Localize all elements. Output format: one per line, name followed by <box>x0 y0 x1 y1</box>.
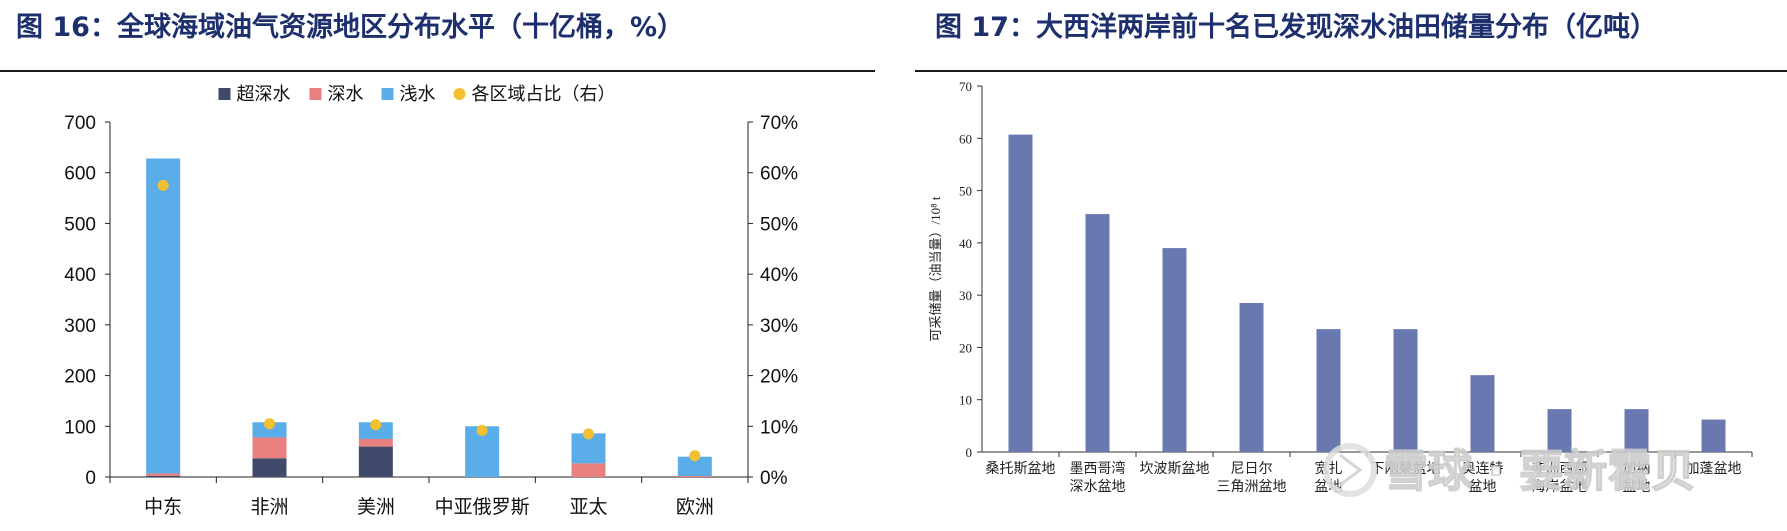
chart-17-bar <box>1085 214 1110 452</box>
chart-16-left-tick-label: 100 <box>64 417 96 438</box>
chart-16-axes: 0 100 200 300 400 500 600 700 0% 10% 20% 30% 40% 50% 6… <box>64 113 798 518</box>
chart-17-bar <box>1316 329 1341 452</box>
chart-17-y-tick-label: 50 <box>959 184 972 199</box>
chart-17-bar <box>1239 302 1264 452</box>
chart-17-axes: 0 10 20 30 40 50 60 70 可采储量（油当量）/10⁸ t 桑托斯盆地 墨西哥湾深… <box>928 79 1753 495</box>
chart-16-bars <box>146 158 712 477</box>
chart-17-y-tick-label: 0 <box>966 445 973 460</box>
chart-17-category-label: 加蓬盆地 <box>1686 461 1742 477</box>
chart-16-bar-segment-1 <box>252 458 287 477</box>
chart-17-y-tick-label: 60 <box>959 131 972 146</box>
chart-16-legend-swatch <box>309 88 322 100</box>
chart-17-bar <box>1547 409 1572 452</box>
chart-17-category-label: 下刚果盆地 <box>1371 461 1441 477</box>
chart-16-right-tick-label: 20% <box>760 367 798 388</box>
chart-17-category-label: 海岸盆地 <box>1532 479 1588 495</box>
chart-17-category-label: 盆地 <box>1469 479 1497 495</box>
chart-17-y-tick-label: 30 <box>959 288 972 303</box>
chart-17-y-tick-label: 40 <box>959 236 972 251</box>
chart-17-category-label: 坎波斯盆地 <box>1140 461 1210 477</box>
chart-16-legend-label: 深水 <box>328 84 364 104</box>
watermark-logo-icon <box>1323 443 1377 497</box>
chart-16-left-tick-label: 500 <box>64 214 96 235</box>
chart-16-bar-segment-1 <box>146 475 181 477</box>
chart-16-left-tick-label: 700 <box>64 113 96 134</box>
chart-17-bar <box>1701 419 1726 452</box>
chart-17-category-label: 三角洲盆地 <box>1217 479 1287 495</box>
chart-16-legend-swatch <box>381 88 394 100</box>
chart-16-left-tick-label: 200 <box>64 367 96 388</box>
chart-17-category-label: 墨西哥湾 <box>1070 460 1126 477</box>
chart-16-share-point <box>689 450 701 462</box>
chart-17-bars <box>1008 134 1726 452</box>
figure-16-rule <box>0 70 875 72</box>
chart-16-right-tick-label: 50% <box>760 214 798 235</box>
chart-16-share-point <box>157 179 169 191</box>
figure-17-title: 图 17：大西洋两岸前十名已发现深水油田储量分布（亿吨） <box>935 12 1657 43</box>
chart-16-category-label: 欧洲 <box>676 496 714 518</box>
chart-16-right-tick-label: 30% <box>760 316 798 337</box>
chart-16-right-tick-label: 10% <box>760 417 798 438</box>
chart-16-bar-segment-3 <box>677 456 712 476</box>
figure-17-rule <box>915 70 1787 72</box>
chart-17-category-label: 非洲西部 <box>1532 461 1588 477</box>
chart-17-category-label: 桑托斯盆地 <box>986 461 1056 477</box>
chart-16-right-tick-label: 40% <box>760 265 798 286</box>
chart-16-bar-segment-2 <box>571 463 606 477</box>
chart-16-left-tick-label: 300 <box>64 316 96 337</box>
chart-16-category-label: 美洲 <box>357 496 395 518</box>
chart-16-left-tick-label: 600 <box>64 164 96 185</box>
chart-16-legend-label: 超深水 <box>237 84 291 104</box>
watermark-text: 雪球 · 要新霍贝 <box>1384 446 1695 497</box>
chart-17-bar <box>1393 329 1418 452</box>
chart-16-bar-segment-2 <box>358 438 393 447</box>
chart-16-category-label: 中东 <box>144 496 182 518</box>
chart-16-legend-label: 浅水 <box>400 84 436 104</box>
chart-16-share-points <box>157 179 701 462</box>
chart-17-y-tick-label: 10 <box>959 393 972 408</box>
chart-16-category-label: 非洲 <box>250 496 288 518</box>
chart-16-right-tick-label: 70% <box>760 113 798 134</box>
chart-17-category-label: 加纳 <box>1623 461 1651 477</box>
chart-16-bar-segment-3 <box>358 422 393 439</box>
chart-16-share-point <box>370 419 382 431</box>
chart-17-category-label: 尼日尔 <box>1231 461 1273 477</box>
chart-16-legend-marker <box>453 88 466 100</box>
chart-16-left-tick-label: 400 <box>64 265 96 286</box>
chart-17-y-tick-label: 20 <box>959 340 972 355</box>
chart-17-bar <box>1162 248 1187 452</box>
chart-16-bar-segment-1 <box>358 446 393 477</box>
chart-16-legend-label: 各区域占比（右） <box>472 84 616 104</box>
chart-17-bar <box>1470 375 1495 452</box>
chart-17-bar <box>1008 134 1033 452</box>
chart-16-legend: 超深水 深水 浅水 各区域占比（右） <box>218 84 616 104</box>
chart-16-share-point <box>476 424 488 436</box>
chart-17-category-label: 深水盆地 <box>1070 479 1126 495</box>
chart-16-category-label: 中亚俄罗斯 <box>435 496 530 518</box>
chart-17-category-label: 奥连特 <box>1462 460 1504 477</box>
chart-16-right-tick-label: 0% <box>760 468 788 489</box>
chart-16-category-label: 亚太 <box>569 496 607 518</box>
chart-16-bar-segment-2 <box>252 437 287 459</box>
chart-16-bar-segment-2 <box>677 475 712 477</box>
chart-16-bar-segment-3 <box>146 158 181 474</box>
chart-16-legend-swatch <box>218 88 231 100</box>
chart-16-bar-segment-2 <box>146 473 181 476</box>
figure-16-title: 图 16：全球海域油气资源地区分布水平（十亿桶，%） <box>16 12 685 43</box>
chart-16-left-tick-label: 0 <box>85 468 96 489</box>
chart-17-y-tick-label: 70 <box>959 79 972 94</box>
chart-16-share-point <box>583 428 594 440</box>
chart-16-bar-segment-3 <box>252 422 287 438</box>
chart-16-right-tick-label: 60% <box>760 164 798 185</box>
chart-17-y-axis-label: 可采储量（油当量）/10⁸ t <box>928 196 943 341</box>
chart-17-category-label: 盆地 <box>1623 479 1651 495</box>
chart-17-bar <box>1624 409 1649 452</box>
chart-16-share-point <box>264 418 275 430</box>
